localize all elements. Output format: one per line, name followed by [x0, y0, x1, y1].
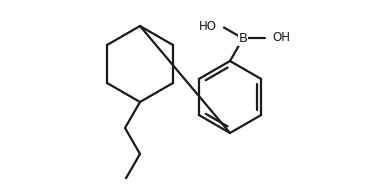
Text: OH: OH: [272, 31, 290, 44]
Text: B: B: [238, 32, 248, 45]
Text: HO: HO: [199, 20, 217, 33]
